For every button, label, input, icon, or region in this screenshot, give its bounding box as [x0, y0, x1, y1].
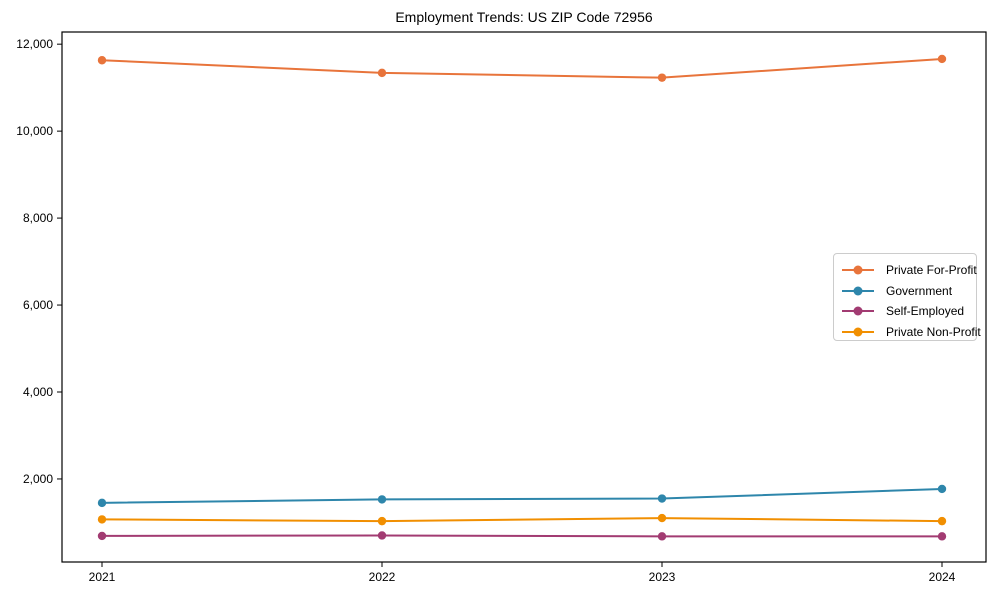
data-point-private-non-profit: [657, 513, 667, 523]
series-line-private-non-profit: [101, 517, 943, 523]
data-point-government: [97, 498, 107, 508]
legend-entry-government: Government: [842, 281, 976, 302]
data-point-government: [937, 484, 947, 494]
legend-label: Self-Employed: [886, 304, 965, 319]
data-point-self-employed: [937, 532, 947, 541]
data-point-government: [657, 494, 667, 503]
data-point-private-for-profit: [657, 73, 667, 82]
legend-label: Government: [886, 283, 953, 298]
y-tick-label: 2,000: [23, 472, 53, 486]
data-point-private-non-profit: [937, 516, 947, 526]
legend-line-sample: [842, 265, 874, 275]
series-line-government: [101, 487, 943, 504]
y-tick-label: 8,000: [23, 211, 53, 225]
data-point-self-employed: [377, 531, 387, 540]
series-line-private-for-profit: [101, 57, 943, 79]
legend-line-sample: [842, 306, 874, 316]
legend-entry-private-for-profit: Private For-Profit: [842, 260, 977, 281]
x-tick-label: 2021: [89, 570, 116, 584]
data-point-private-for-profit: [937, 54, 947, 64]
legend-label: Private Non-Profit: [886, 324, 981, 339]
data-point-private-for-profit: [97, 56, 107, 65]
legend-marker-icon: [853, 306, 863, 316]
legend-line-sample: [842, 286, 874, 296]
legend-label: Private For-Profit: [886, 263, 977, 278]
legend-entry-self-employed: Self-Employed: [842, 301, 976, 322]
legend-marker-icon: [853, 265, 863, 275]
chart-title: Employment Trends: US ZIP Code 72956: [395, 9, 653, 25]
legend-marker-icon: [853, 286, 863, 296]
x-tick-label: 2023: [649, 570, 676, 584]
data-point-self-employed: [97, 531, 107, 541]
x-tick-label: 2022: [369, 570, 396, 584]
y-tick-label: 12,000: [16, 37, 53, 51]
y-tick-label: 4,000: [23, 385, 53, 399]
data-point-government: [377, 495, 387, 504]
series-line-self-employed: [101, 534, 943, 538]
legend: Private For-Profit Government Self-Employe…: [833, 253, 981, 343]
y-tick-label: 10,000: [16, 124, 53, 138]
data-point-self-employed: [657, 532, 667, 541]
legend-marker-icon: [853, 327, 863, 337]
axes-border: [61, 31, 987, 563]
data-point-private-non-profit: [377, 516, 387, 526]
legend-line-sample: [842, 327, 874, 337]
data-point-private-for-profit: [377, 68, 387, 78]
y-tick-label: 6,000: [23, 298, 53, 312]
legend-entry-private-non-profit: Private Non-Profit: [842, 322, 981, 343]
data-point-private-non-profit: [97, 515, 107, 524]
x-tick-label: 2024: [929, 570, 956, 584]
